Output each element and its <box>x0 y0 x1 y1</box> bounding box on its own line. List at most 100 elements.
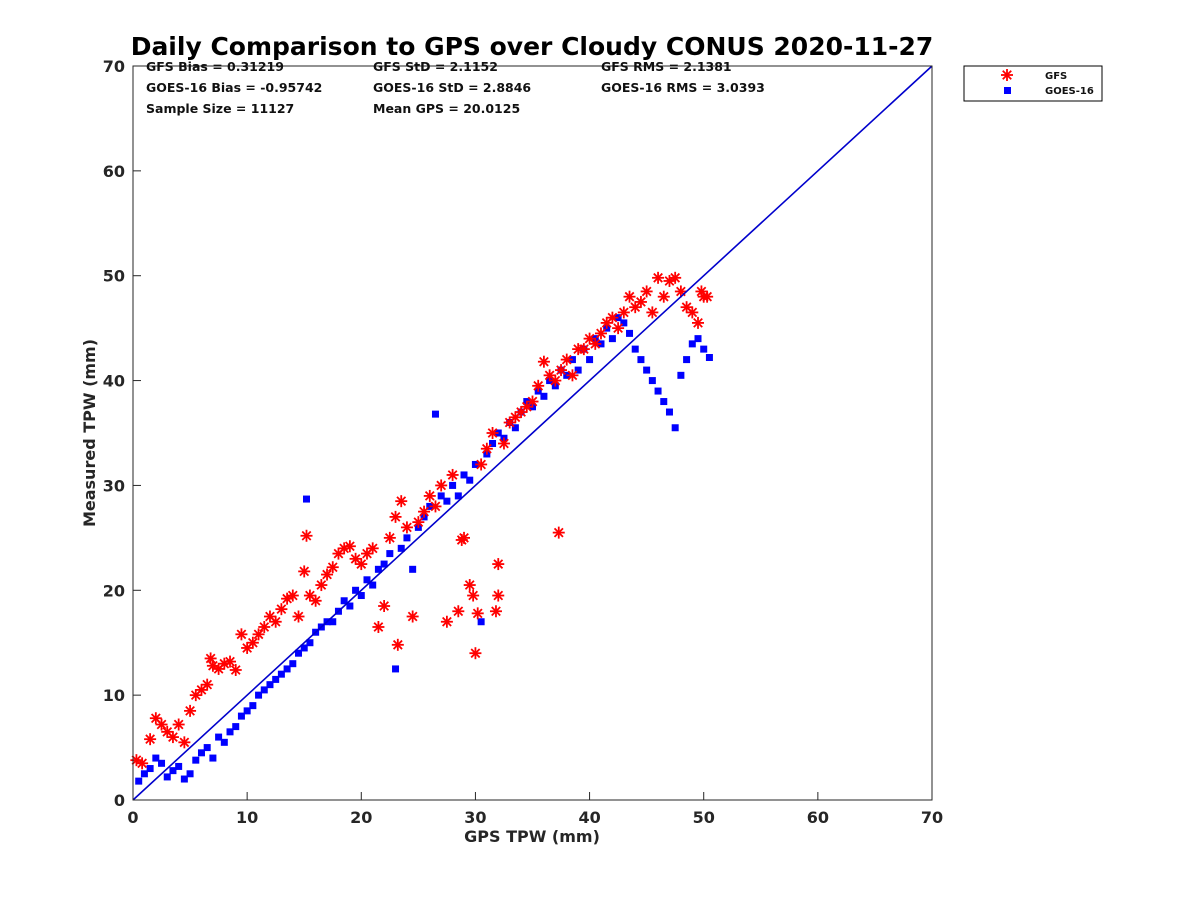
goes16-point <box>477 618 485 626</box>
goes16-point <box>192 756 200 764</box>
goes16-point <box>466 476 474 484</box>
gfs-point <box>224 655 237 668</box>
goes16-point <box>158 759 166 767</box>
goes16-point <box>540 392 548 400</box>
gfs-point <box>549 374 562 387</box>
gfs-point <box>463 579 476 592</box>
goes16-point <box>255 691 263 699</box>
goes16-point <box>380 560 388 568</box>
legend-box <box>963 65 1103 102</box>
x-tick-label: 60 <box>807 808 829 827</box>
goes16-point <box>608 335 616 343</box>
legend-gfs-label: GFS <box>1045 71 1067 82</box>
gfs-point <box>669 271 682 284</box>
goes16-point <box>295 649 303 657</box>
gfs-point <box>657 290 670 303</box>
goes16-point <box>369 581 377 589</box>
gfs-point <box>155 718 168 731</box>
goes16-point <box>643 366 651 374</box>
gfs-point <box>552 526 565 539</box>
goes16-point <box>260 686 268 694</box>
gfs-point <box>389 510 402 523</box>
legend-goes16-marker <box>1004 87 1011 94</box>
goes16-point <box>289 660 297 668</box>
legend-gfs-marker <box>1001 69 1013 81</box>
gfs-point <box>355 558 368 571</box>
gfs-point <box>475 458 488 471</box>
gfs-point <box>458 531 471 544</box>
goes16-point <box>688 340 696 348</box>
goes16-point <box>403 534 411 542</box>
gfs-point <box>634 295 647 308</box>
gfs-point <box>435 479 448 492</box>
chart-title: Daily Comparison to GPS over Cloudy CONU… <box>131 32 934 61</box>
x-tick-label: 20 <box>350 808 372 827</box>
stat-goes-bias: GOES-16 Bias = -0.95742 <box>146 80 322 95</box>
gfs-point <box>606 311 619 324</box>
goes16-point <box>437 492 445 500</box>
legend-gfs-asterisk <box>1001 69 1013 81</box>
goes16-point <box>700 345 708 353</box>
plot-frame <box>132 65 933 801</box>
goes16-point <box>197 749 205 757</box>
gfs-point <box>640 285 653 298</box>
goes16-point <box>660 398 668 406</box>
goes16-point <box>272 675 280 683</box>
gfs-point <box>480 442 493 455</box>
goes16-point <box>677 371 685 379</box>
gfs-point <box>229 663 242 676</box>
x-tick-label: 30 <box>464 808 486 827</box>
gfs-point <box>300 529 313 542</box>
stats-block: GFS Bias = 0.31219 GFS StD = 2.1152 GFS … <box>146 59 765 116</box>
gfs-point <box>594 327 607 340</box>
gfs-point <box>509 411 522 424</box>
stat-sample-size: Sample Size = 11127 <box>146 101 294 116</box>
gfs-point <box>366 542 379 555</box>
gfs-point <box>452 605 465 618</box>
gfs-point <box>612 322 625 335</box>
x-tick-label: 10 <box>236 808 258 827</box>
gfs-point <box>497 437 510 450</box>
goes16-point <box>683 356 691 364</box>
x-axis: 0 10 20 30 40 50 60 70 <box>127 792 943 827</box>
gfs-point <box>286 589 299 602</box>
goes16-point <box>186 770 194 778</box>
stat-mean-gps: Mean GPS = 20.0125 <box>373 101 520 116</box>
gfs-point <box>526 395 539 408</box>
goes16-point <box>203 744 211 752</box>
gfs-point <box>144 733 157 746</box>
gfs-point <box>489 605 502 618</box>
goes16-point <box>249 702 257 710</box>
gfs-point <box>269 615 282 628</box>
goes16-point <box>180 775 188 783</box>
goes16-point <box>232 723 240 731</box>
goes16-point <box>226 728 234 736</box>
gfs-point <box>589 337 602 350</box>
gfs-point <box>532 379 545 392</box>
goes16-point <box>152 754 160 762</box>
gfs-point <box>391 638 404 651</box>
goes16-point <box>302 495 310 503</box>
gfs-point <box>172 718 185 731</box>
goes16-point <box>626 329 634 337</box>
stat-goes-std: GOES-16 StD = 2.8846 <box>373 80 531 95</box>
goes16-point <box>140 770 148 778</box>
gfs-point <box>166 731 179 744</box>
goes16-point <box>346 602 354 610</box>
goes16-point <box>694 335 702 343</box>
goes16-point <box>586 356 594 364</box>
gfs-point <box>406 610 419 623</box>
x-axis-label: GPS TPW (mm) <box>464 827 600 846</box>
gfs-point <box>235 628 248 641</box>
x-tick-label: 0 <box>127 808 138 827</box>
x-tick-label: 70 <box>921 808 943 827</box>
goes16-point <box>397 544 405 552</box>
goes16-point <box>637 356 645 364</box>
gfs-point <box>555 364 568 377</box>
gfs-point <box>566 369 579 382</box>
goes16-point <box>209 754 217 762</box>
gfs-point <box>467 589 480 602</box>
gfs-point <box>395 495 408 508</box>
goes16-point <box>135 777 143 785</box>
goes16-point <box>620 319 628 327</box>
